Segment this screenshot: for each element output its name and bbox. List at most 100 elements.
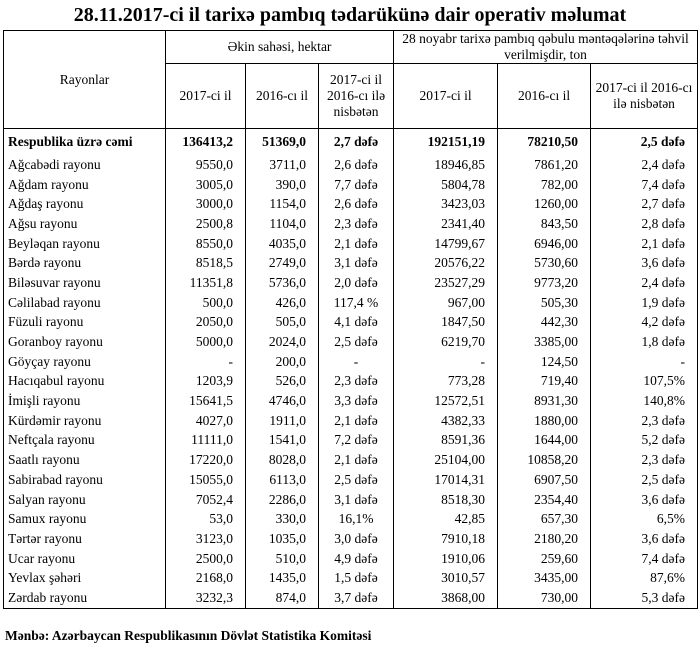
value-cell: 23527,29 <box>393 273 499 293</box>
value-cell: 87,6% <box>590 568 699 589</box>
value-cell: 7910,18 <box>393 529 499 549</box>
sub-header: 2017-ci il 2016-cı ilə nisbətən <box>590 63 699 129</box>
value-cell: 390,0 <box>245 174 319 195</box>
table-row: Biləsuvar rayonu 11351,8 5736,0 2,0 dəfə 235… <box>3 273 699 293</box>
value-cell: 505,0 <box>245 312 319 333</box>
source-note: Mənbə: Azərbaycan Respublikasının Dövlət… <box>5 628 372 643</box>
value-cell: 4382,33 <box>393 410 499 431</box>
region-cell: Bərdə rayonu <box>3 253 166 274</box>
value-cell: 8591,36 <box>393 430 499 451</box>
value-cell: 51369,0 <box>245 128 319 155</box>
table-row: Göyçay rayonu -200,0- -124,50- <box>3 351 699 372</box>
value-cell: 2,4 dəfə <box>590 273 699 293</box>
total-row: Respublika üzrə cəmi 136413,2 51369,0 2,7 d… <box>3 128 699 155</box>
value-cell: 5,2 dəfə <box>590 430 699 451</box>
value-cell: 526,0 <box>245 371 319 392</box>
value-cell: 117,4 % <box>317 292 395 313</box>
value-cell: 17220,0 <box>165 450 246 470</box>
table-row: Ağdaş rayonu 3000,0 1154,0 2,6 dəfə 3423,03 1… <box>3 194 699 215</box>
value-cell: 3,6 dəfə <box>590 489 699 510</box>
region-cell: Hacıqabul rayonu <box>3 371 166 392</box>
value-cell: 4027,0 <box>165 410 246 431</box>
region-cell: Saatlı rayonu <box>3 450 166 470</box>
value-cell: 15055,0 <box>165 470 246 490</box>
value-cell: 2,1 dəfə <box>590 233 699 254</box>
region-cell: Sabirabad rayonu <box>3 470 166 490</box>
value-cell: 42,85 <box>393 509 499 530</box>
value-cell: 2500,8 <box>165 214 246 234</box>
value-cell: 1203,9 <box>165 371 246 392</box>
value-cell: 1541,0 <box>245 430 319 451</box>
value-cell: 6907,50 <box>497 470 592 490</box>
region-cell: Biləsuvar rayonu <box>3 273 166 293</box>
region-cell: Samux rayonu <box>3 509 166 530</box>
value-cell: 426,0 <box>245 292 319 313</box>
value-cell: 17014,31 <box>393 470 499 490</box>
region-cell: Goranboy rayonu <box>3 332 166 352</box>
value-cell: 1,9 dəfə <box>590 292 699 313</box>
table-row: Yevlax şəhəri 2168,0 1435,0 1,5 dəfə 3010,57… <box>3 568 699 589</box>
value-cell: 7,7 dəfə <box>317 174 395 195</box>
value-cell: 2500,0 <box>165 548 246 569</box>
group-header: Əkin sahəsi, hektar <box>164 30 395 64</box>
value-cell: 2,5 dəfə <box>590 470 699 490</box>
value-cell: 1104,0 <box>245 214 319 234</box>
table-row: Ucar rayonu 2500,0 510,0 4,9 dəfə 1910,06 259… <box>3 548 699 569</box>
value-cell: 20576,22 <box>393 253 499 274</box>
sub-header: 2017-ci il <box>393 63 499 129</box>
value-cell: 874,0 <box>245 588 319 609</box>
value-cell: 8931,30 <box>497 391 592 411</box>
value-cell: 25104,00 <box>393 450 499 470</box>
value-cell: 1847,50 <box>393 312 499 333</box>
value-cell: 1910,06 <box>393 548 499 569</box>
value-cell: 6113,0 <box>245 470 319 490</box>
value-cell: 505,30 <box>497 292 592 313</box>
value-cell: 107,5% <box>590 371 699 392</box>
table-row: Ağdam rayonu 3005,0 390,0 7,7 dəfə 5804,78 78… <box>3 174 699 195</box>
value-cell: 7052,4 <box>165 489 246 510</box>
value-cell: 719,40 <box>497 371 592 392</box>
group-header: 28 noyabr tarixə pambıq qəbulu məntəqələ… <box>393 30 699 64</box>
value-cell: 3868,00 <box>393 588 499 609</box>
value-cell: 78210,50 <box>497 128 592 155</box>
value-cell: 2024,0 <box>245 332 319 352</box>
region-cell: Neftçala rayonu <box>3 430 166 451</box>
table-row: Bərdə rayonu 8518,5 2749,0 3,1 dəfə 20576,22… <box>3 253 699 274</box>
value-cell: 2,8 dəfə <box>590 214 699 234</box>
value-cell: 3385,00 <box>497 332 592 352</box>
table-row: Goranboy rayonu 5000,0 2024,0 2,5 dəfə 6219,… <box>3 332 699 352</box>
table-row: Füzuli rayonu 2050,0 505,0 4,1 dəfə 1847,50 4… <box>3 312 699 333</box>
value-cell: 140,8% <box>590 391 699 411</box>
value-cell: 6219,70 <box>393 332 499 352</box>
value-cell: 1880,00 <box>497 410 592 431</box>
region-cell: Tərtər rayonu <box>3 529 166 549</box>
value-cell: 967,00 <box>393 292 499 313</box>
value-cell: 11111,0 <box>165 430 246 451</box>
region-cell: Ağdaş rayonu <box>3 194 166 215</box>
region-cell: Ağsu rayonu <box>3 214 166 234</box>
table-row: Kürdəmir rayonu 4027,0 1911,0 2,1 dəfə 4382,… <box>3 410 699 431</box>
value-cell: 7,4 dəfə <box>590 548 699 569</box>
data-table: Rayonlar Əkin sahəsi, hektar 28 noyabr t… <box>3 30 699 609</box>
sub-header: 2017-ci il 2016-cı ilə nisbətən <box>317 63 395 129</box>
value-cell: 5804,78 <box>393 174 499 195</box>
value-cell: 1154,0 <box>245 194 319 215</box>
value-cell: - <box>165 351 246 372</box>
value-cell: 5000,0 <box>165 332 246 352</box>
value-cell: 5730,60 <box>497 253 592 274</box>
value-cell: 782,00 <box>497 174 592 195</box>
table-row: Neftçala rayonu 11111,0 1541,0 7,2 dəfə 8591… <box>3 430 699 451</box>
region-cell: Cəlilabad rayonu <box>3 292 166 313</box>
region-cell: Füzuli rayonu <box>3 312 166 333</box>
region-cell: Beyləqan rayonu <box>3 233 166 254</box>
value-cell: 7,4 dəfə <box>590 174 699 195</box>
value-cell: 1,5 dəfə <box>317 568 395 589</box>
table-row: Saatlı rayonu 17220,0 8028,0 2,1 dəfə 25104,… <box>3 450 699 470</box>
value-cell: 9773,20 <box>497 273 592 293</box>
value-cell: 2,3 dəfə <box>590 410 699 431</box>
value-cell: 3123,0 <box>165 529 246 549</box>
value-cell: 4035,0 <box>245 233 319 254</box>
value-cell: 124,50 <box>497 351 592 372</box>
value-cell: 4746,0 <box>245 391 319 411</box>
